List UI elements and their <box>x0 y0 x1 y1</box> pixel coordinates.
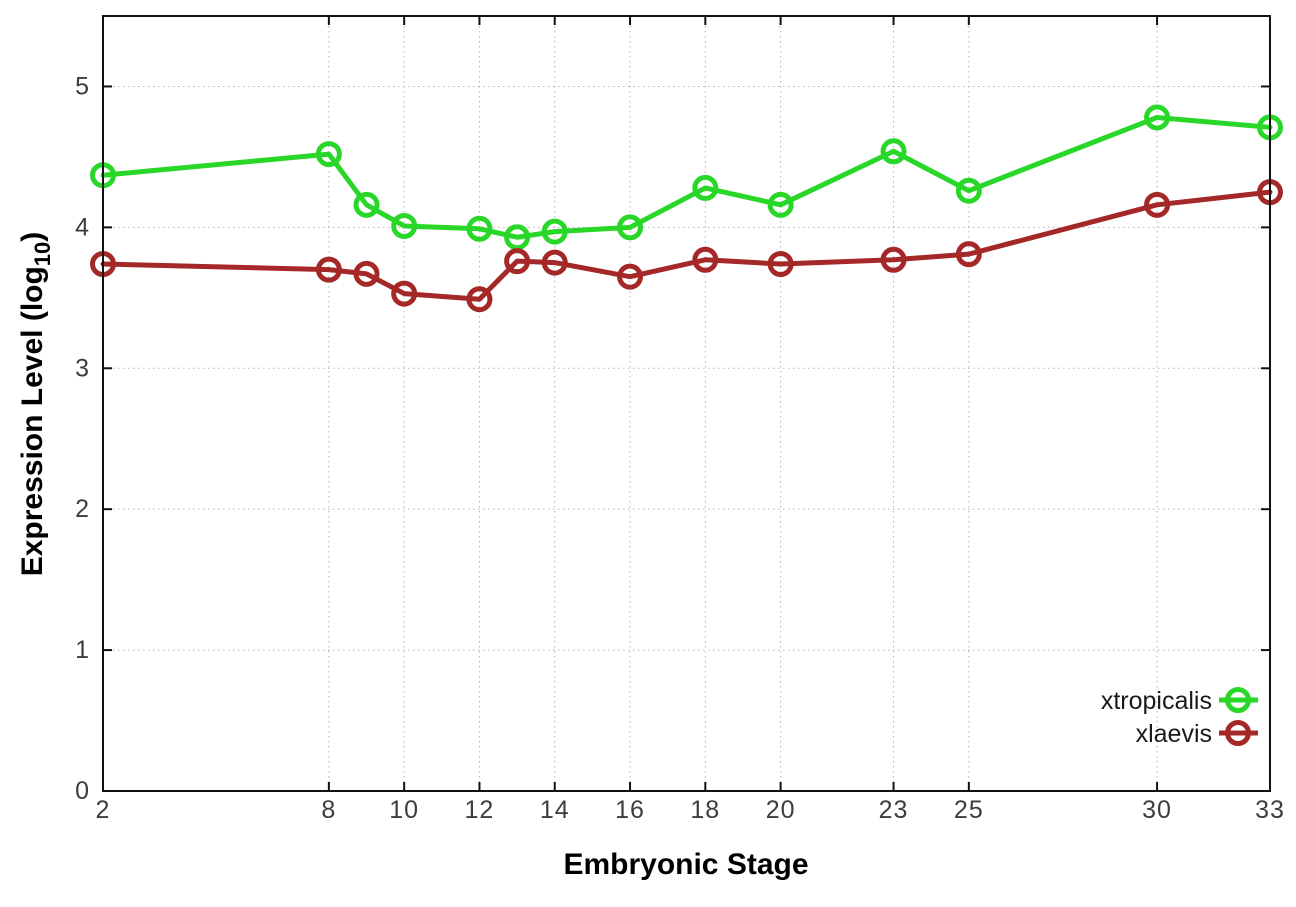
x-tick-label: 16 <box>615 796 645 824</box>
data-point-xlaevis-stage-23 <box>880 246 907 273</box>
x-tick-label: 23 <box>879 796 909 824</box>
data-point-xlaevis-stage-9 <box>353 260 380 287</box>
series-xlaevis <box>90 179 1283 313</box>
data-point-xtropicalis-stage-30 <box>1144 104 1171 131</box>
data-point-xlaevis-stage-8 <box>315 256 342 283</box>
y-tick-label: 0 <box>75 777 90 805</box>
data-point-xlaevis-stage-12 <box>466 286 493 313</box>
legend-label-xtropicalis: xtropicalis <box>1101 687 1212 715</box>
data-point-xtropicalis-stage-9 <box>353 191 380 218</box>
plot-border <box>102 15 1271 792</box>
legend-label-xlaevis: xlaevis <box>1136 720 1212 748</box>
series-line-xlaevis <box>100 189 1273 302</box>
data-point-xtropicalis-stage-14 <box>541 218 568 245</box>
x-tick-label: 33 <box>1255 796 1285 824</box>
data-point-xtropicalis-stage-10 <box>391 212 418 239</box>
data-point-xlaevis-stage-16 <box>617 263 644 290</box>
data-point-xtropicalis-stage-8 <box>315 141 342 168</box>
x-tick-label: 30 <box>1142 796 1172 824</box>
data-series <box>90 104 1283 313</box>
y-tick-label: 4 <box>75 213 90 241</box>
legend-entry-xlaevis: xlaevis <box>1136 720 1258 748</box>
legend-marker-xlaevis <box>1225 720 1251 746</box>
x-tick-label: 20 <box>766 796 796 824</box>
data-point-xtropicalis-stage-12 <box>466 215 493 242</box>
x-axis-title: Embryonic Stage <box>563 848 808 881</box>
data-point-xtropicalis-stage-18 <box>692 174 719 201</box>
data-point-xlaevis-stage-30 <box>1144 191 1171 218</box>
data-point-xtropicalis-stage-23 <box>880 138 907 165</box>
y-axis-title-main: Expression Level (log <box>16 266 49 576</box>
legend: xtropicalis xlaevis <box>1101 687 1258 748</box>
data-point-xtropicalis-stage-20 <box>767 191 794 218</box>
data-point-xtropicalis-stage-13 <box>504 224 531 251</box>
x-tick-label: 18 <box>690 796 720 824</box>
plot-frame <box>102 15 1271 792</box>
data-point-xlaevis-stage-10 <box>391 280 418 307</box>
y-axis-title-close: ) <box>16 232 49 242</box>
data-point-xtropicalis-stage-25 <box>955 177 982 204</box>
data-point-xlaevis-stage-13 <box>504 248 531 275</box>
y-axis-title-subscript: 10 <box>30 242 55 266</box>
y-tick-label: 1 <box>75 636 90 664</box>
series-xtropicalis <box>90 104 1283 251</box>
data-point-xlaevis-stage-14 <box>541 249 568 276</box>
series-line-xtropicalis <box>100 114 1273 240</box>
x-tick-label: 25 <box>954 796 984 824</box>
y-axis-title: Expression Level (log10) <box>16 232 55 577</box>
y-tick-label: 2 <box>75 495 90 523</box>
y-tick-label: 5 <box>75 72 90 100</box>
data-point-xlaevis-stage-20 <box>767 251 794 277</box>
x-tick-label: 12 <box>465 796 495 824</box>
legend-marker-xtropicalis <box>1225 687 1251 713</box>
data-point-xlaevis-stage-25 <box>955 241 982 268</box>
x-tick-label: 8 <box>321 796 336 824</box>
gridlines <box>103 16 1270 791</box>
data-point-xlaevis-stage-18 <box>692 246 719 273</box>
legend-entry-xtropicalis: xtropicalis <box>1101 687 1258 715</box>
x-tick-label: 2 <box>96 796 111 824</box>
x-tick-label: 10 <box>389 796 419 824</box>
x-tick-label: 14 <box>540 796 570 824</box>
y-tick-label: 3 <box>75 354 90 382</box>
data-point-xtropicalis-stage-16 <box>617 214 644 241</box>
